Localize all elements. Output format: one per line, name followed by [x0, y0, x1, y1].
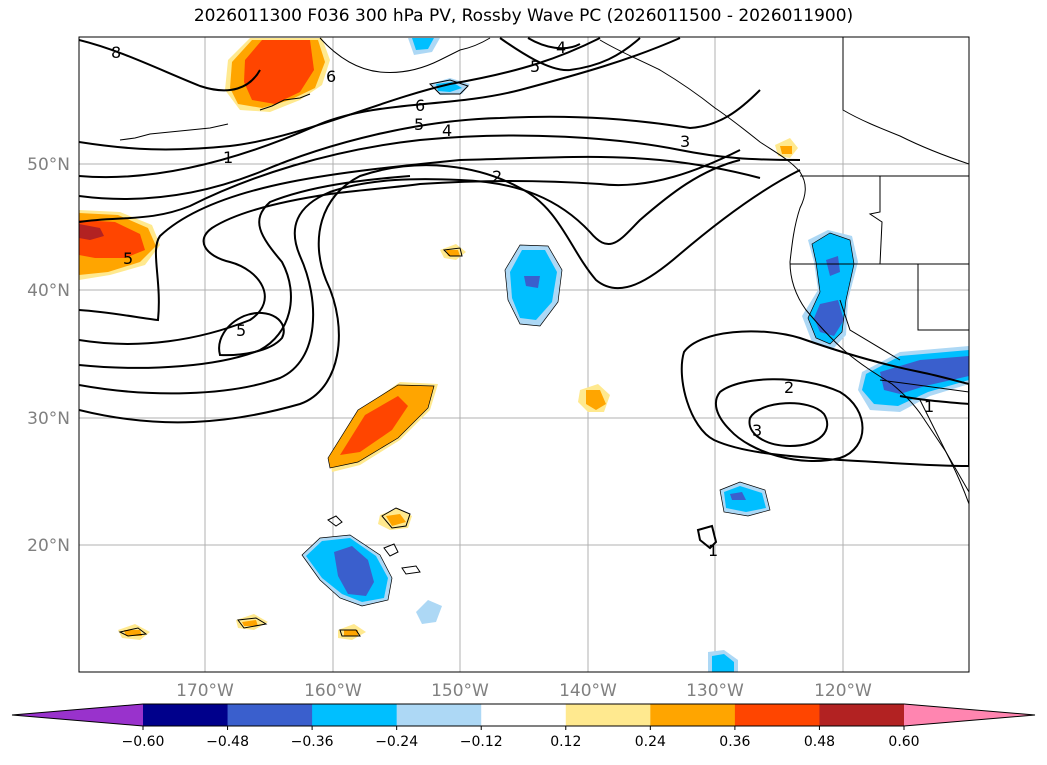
colorbar-tick-label: −0.36 — [291, 734, 334, 750]
lat-label-20n: 20°N — [27, 536, 70, 556]
colorbar-segment — [227, 704, 313, 726]
gridlines — [79, 37, 969, 672]
colorbar-tick-label: −0.48 — [206, 734, 249, 750]
colorbar-segment — [734, 704, 820, 726]
contour-label: 6 — [415, 96, 425, 115]
colorbar-tick-label: 0.12 — [550, 734, 581, 750]
lon-label-120w: 120°W — [814, 681, 872, 701]
colorbar-tick-label: 0.48 — [804, 734, 835, 750]
contour-labels: 8 6 4 5 6 5 4 1 2 3 5 5 2 3 1 1 — [111, 38, 934, 560]
colorbar-segment — [481, 704, 567, 726]
colorbar-segment — [650, 704, 736, 726]
contour-label: 5 — [414, 115, 424, 134]
contour-label: 2 — [784, 378, 794, 397]
anomaly-outlines — [301, 232, 855, 607]
colorbar: −0.60 −0.48 −0.36 −0.24 −0.12 0.12 0.24 0.36 0.4… — [11, 703, 1036, 750]
colorbar-tick-label: −0.24 — [375, 734, 418, 750]
contour-label: 5 — [530, 57, 540, 76]
colorbar-tick-label: 0.24 — [635, 734, 666, 750]
lat-label-50n: 50°N — [27, 155, 70, 175]
contour-label: 5 — [236, 321, 246, 340]
contour-label: 1 — [924, 397, 934, 416]
contour-label: 6 — [326, 67, 336, 86]
map-frame — [78, 36, 970, 673]
pv-contours — [79, 37, 969, 550]
longitude-labels: 170°W 160°W 150°W 140°W 130°W 120°W — [176, 681, 872, 701]
negative-anomaly-fills — [302, 38, 969, 672]
colorbar-extend-low — [12, 704, 143, 726]
contour-label: 4 — [556, 38, 566, 57]
contour-label: 1 — [708, 541, 718, 560]
contour-label: 3 — [680, 132, 690, 151]
contour-label: 8 — [111, 43, 121, 62]
latitude-labels: 50°N 40°N 30°N 20°N — [27, 155, 70, 556]
contour-label: 4 — [442, 121, 452, 140]
contour-label: 3 — [752, 421, 762, 440]
colorbar-tick-label: 0.36 — [719, 734, 750, 750]
colorbar-segment — [819, 704, 905, 726]
lon-label-140w: 140°W — [559, 681, 617, 701]
lon-label-150w: 150°W — [431, 681, 489, 701]
lon-label-160w: 160°W — [304, 681, 362, 701]
colorbar-extend-high — [904, 704, 1035, 726]
colorbar-tick-label: −0.12 — [460, 734, 503, 750]
colorbar-tick-label: 0.60 — [888, 734, 919, 750]
lat-label-30n: 30°N — [27, 409, 70, 429]
lon-label-130w: 130°W — [686, 681, 744, 701]
colorbar-segment — [143, 704, 229, 726]
colorbar-segment — [565, 704, 651, 726]
contour-label: 1 — [223, 148, 233, 167]
coastlines — [118, 37, 969, 637]
contour-label: 5 — [123, 249, 133, 268]
contour-label: 2 — [492, 167, 502, 186]
lat-label-40n: 40°N — [27, 281, 70, 301]
colorbar-segment — [312, 704, 398, 726]
colorbar-tick-label: −0.60 — [122, 734, 165, 750]
colorbar-segment — [396, 704, 482, 726]
lon-label-170w: 170°W — [176, 681, 234, 701]
map-title: 2026011300 F036 300 hPa PV, Rossby Wave … — [193, 6, 854, 26]
positive-anomaly-fills — [79, 38, 798, 640]
